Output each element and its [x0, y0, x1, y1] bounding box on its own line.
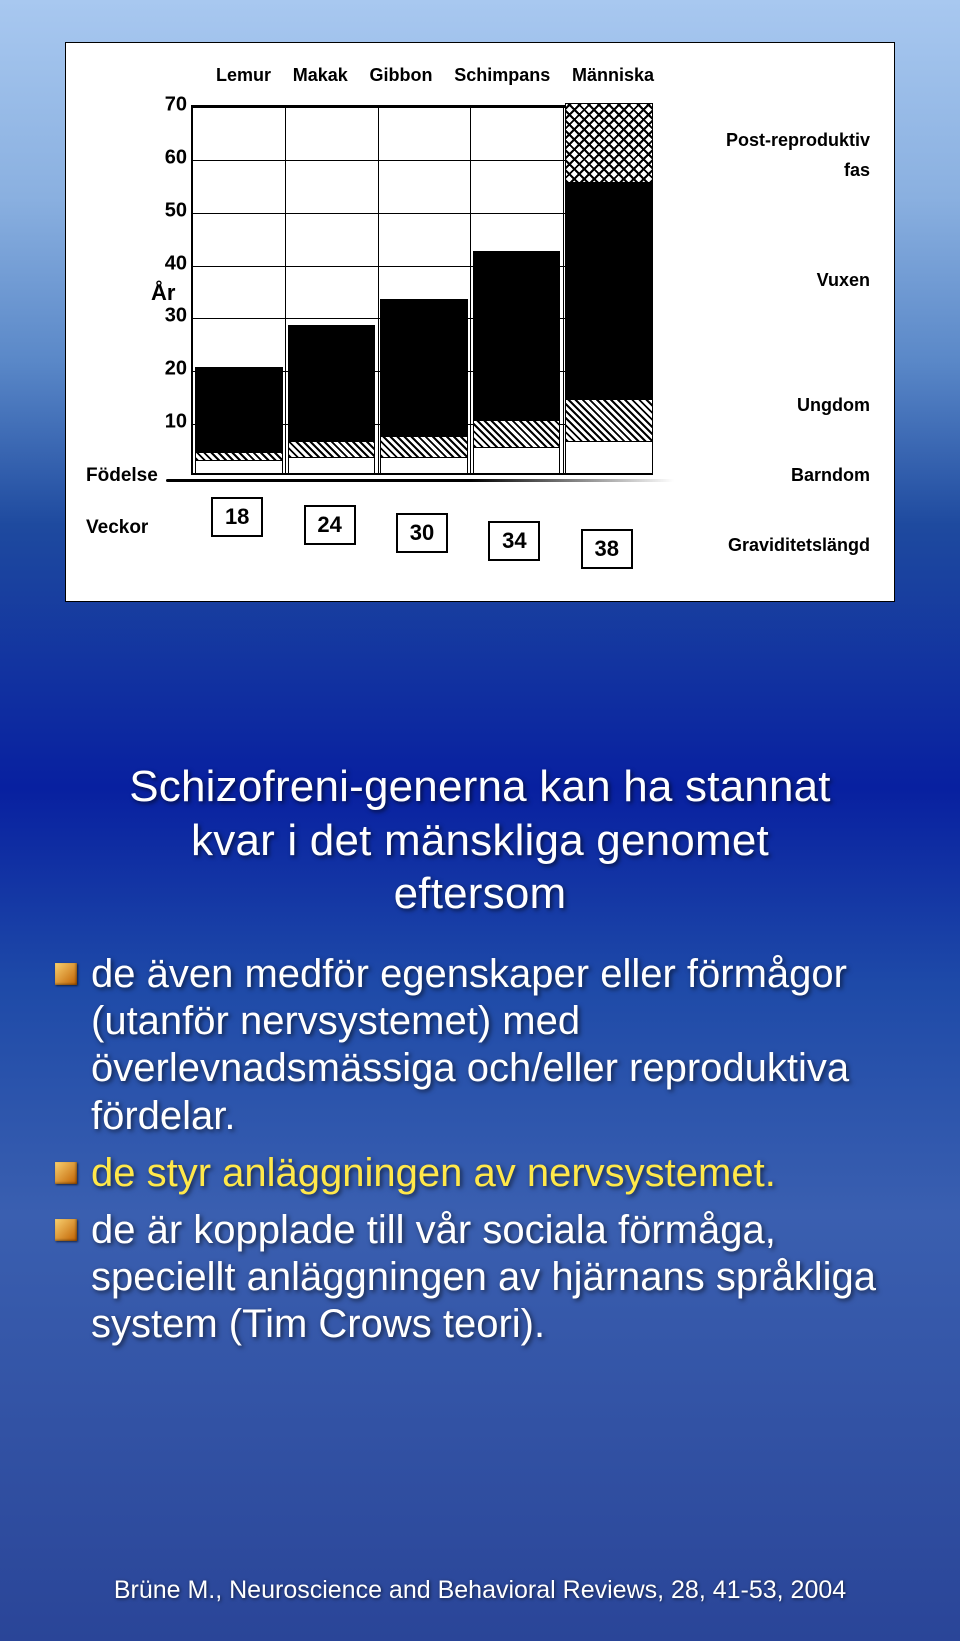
chart-column: [195, 367, 283, 473]
y-ticks: 10203040506070: [156, 105, 191, 475]
gestation-week-box: 18: [211, 497, 263, 537]
chart-segment-adult: [473, 251, 561, 420]
slide-title-line-2: kvar i det mänskliga genomet: [55, 814, 905, 868]
chart-segment-juvenile: [380, 436, 468, 457]
chart-segment-adult: [288, 325, 376, 441]
slide-title-line-1: Schizofreni-generna kan ha stannat: [55, 760, 905, 814]
label-adult: Vuxen: [817, 270, 870, 291]
chart-segment-juvenile: [195, 452, 283, 460]
chart-segment-juvenile: [288, 441, 376, 457]
gestation-week-box: 34: [488, 521, 540, 561]
chart-segment-infant: [288, 457, 376, 473]
y-tick-label: 30: [165, 305, 187, 328]
label-youth: Ungdom: [797, 395, 870, 416]
chart-segment-juvenile: [473, 420, 561, 446]
label-childhood: Barndom: [791, 465, 870, 486]
species-label: Schimpans: [454, 65, 550, 86]
species-label: Makak: [293, 65, 348, 86]
baseline: [166, 479, 674, 482]
y-tick-label: 20: [165, 358, 187, 381]
species-label: Lemur: [216, 65, 271, 86]
chart-segment-adult: [380, 299, 468, 436]
species-label: Människa: [572, 65, 654, 86]
bullet-1-text: de även medför egenskaper eller förmågor…: [91, 951, 905, 1140]
chart-segment-infant: [380, 457, 468, 473]
chart-segment-infant: [473, 447, 561, 473]
label-gestation: Graviditetslängd: [728, 535, 870, 556]
chart-segment-infant: [565, 441, 653, 473]
y-tick-label: 60: [165, 146, 187, 169]
bullet-2: de styr anläggningen av nervsystemet.: [55, 1150, 905, 1197]
chart-segment-infant: [195, 460, 283, 473]
chart-segment-juvenile: [565, 399, 653, 441]
species-label: Gibbon: [370, 65, 433, 86]
chart-column: [380, 299, 468, 473]
bullet-3-text: de är kopplade till vår sociala förmåga,…: [91, 1207, 905, 1349]
bullet-3: de är kopplade till vår sociala förmåga,…: [55, 1207, 905, 1349]
gestation-week-box: 38: [581, 529, 633, 569]
y-tick-label: 40: [165, 252, 187, 275]
species-labels-row: Lemur Makak Gibbon Schimpans Människa: [216, 65, 654, 86]
label-post-reproductive-2: fas: [844, 160, 870, 181]
bullet-marker-icon: [55, 1162, 77, 1184]
y-tick-label: 10: [165, 411, 187, 434]
y-tick-label: 50: [165, 199, 187, 222]
gestation-week-box: 30: [396, 513, 448, 553]
x-ticks: 1824303438: [191, 497, 653, 547]
bullet-list: de även medför egenskaper eller förmågor…: [55, 951, 905, 1349]
bullet-2-text: de styr anläggningen av nervsystemet.: [91, 1150, 776, 1197]
gestation-week-box: 24: [304, 505, 356, 545]
slide-content: Schizofreni-generna kan ha stannat kvar …: [0, 650, 960, 1641]
chart-card: Lemur Makak Gibbon Schimpans Människa Post-r…: [65, 42, 895, 602]
chart-column: [473, 251, 561, 473]
gridline-v: [285, 107, 286, 473]
y-tick-label: 70: [165, 94, 187, 117]
gridline-v: [378, 107, 379, 473]
chart-column: [288, 325, 376, 473]
slide-title-line-3: eftersom: [55, 867, 905, 921]
chart-inner: Lemur Makak Gibbon Schimpans Människa Post-r…: [86, 65, 874, 587]
chart-plot-area: [191, 105, 653, 475]
bullet-marker-icon: [55, 1219, 77, 1241]
citation: Brüne M., Neuroscience and Behavioral Re…: [0, 1576, 960, 1605]
label-weeks: Veckor: [86, 517, 148, 539]
chart-column: [565, 103, 653, 473]
label-birth: Födelse: [86, 465, 158, 487]
chart-segment-adult: [565, 182, 653, 399]
label-post-reproductive-1: Post-reproduktiv: [726, 130, 870, 151]
bullet-marker-icon: [55, 963, 77, 985]
chart-segment-post: [565, 103, 653, 182]
gridline-v: [470, 107, 471, 473]
chart-segment-adult: [195, 367, 283, 452]
gridline-v: [563, 107, 564, 473]
bullet-1: de även medför egenskaper eller förmågor…: [55, 951, 905, 1140]
